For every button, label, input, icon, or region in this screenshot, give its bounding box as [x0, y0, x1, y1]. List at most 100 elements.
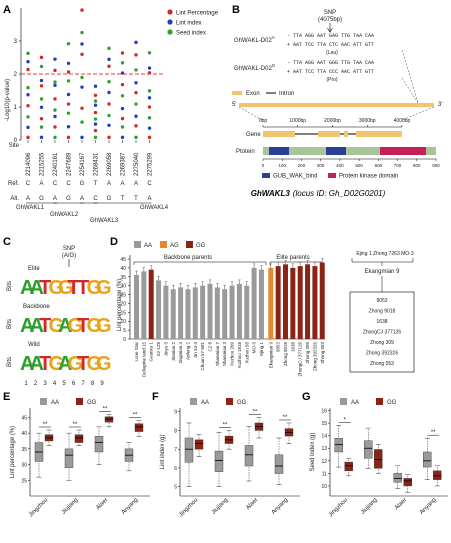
association-point: [134, 81, 138, 85]
boxplot-ytick-label: 12: [321, 459, 327, 465]
snp-arrow-head: [327, 27, 333, 33]
boxplot-category-label: Anyang: [121, 497, 140, 516]
panel-d-xlabels: Lone Star Deltapine land 15 Guanxu 1 52-128…: [134, 342, 325, 378]
association-point: [147, 89, 152, 93]
association-point: [120, 125, 125, 129]
logo-group-wild: Wild: [28, 342, 40, 348]
logo-position-label: 4: [53, 381, 57, 387]
boxplot-category-label: Jingzhou: [178, 497, 199, 518]
boxplot-ytick-label: 9: [174, 410, 177, 416]
association-point: [26, 125, 30, 130]
boxplot-box: [433, 470, 442, 480]
logo-letter: A: [20, 277, 34, 299]
association-point: [53, 114, 57, 119]
aa-tick-label: 900: [432, 163, 440, 168]
allele-a-amino-acid: (Leu): [326, 50, 338, 56]
bp-tick-label: 4000bp: [394, 118, 411, 124]
legend-seed-index-marker: [167, 29, 173, 35]
logo-letter: A: [30, 277, 44, 299]
panel-a-row-alt: Alt.: [10, 196, 19, 202]
exon-3: [344, 131, 348, 137]
logo-position-label: 9: [100, 381, 104, 387]
gub-wak-domain-1: [269, 147, 289, 155]
boxplot-legend-aa-label: AA: [51, 400, 59, 406]
panel-d-bars: [134, 258, 325, 339]
association-point: [80, 75, 84, 80]
lint-bar: [134, 275, 139, 339]
panel-d-xlabel: Zhong 053: [320, 342, 325, 364]
panel-c-snp-alleles: (A/G): [62, 253, 76, 259]
bp-tick-label: 3000bp: [359, 118, 376, 124]
boxplot-box: [364, 440, 373, 459]
boxplot-ytick-label: 7: [174, 447, 177, 453]
logo-position-label: 8: [91, 381, 95, 387]
allele-g-amino-acid: (Pro): [326, 77, 337, 83]
legend-ag-label: AG: [170, 243, 179, 249]
boxplot-ytick-label: 14: [321, 434, 327, 440]
association-point: [93, 117, 98, 121]
bp-tick-label: 1000bp: [289, 118, 306, 124]
site-position-label: 2247689: [67, 152, 73, 176]
association-point: [134, 53, 138, 57]
association-point: [93, 99, 98, 103]
pedigree-cross-lines: [351, 258, 414, 266]
panel-letter-a: A: [3, 4, 11, 16]
panel-a-legend: Lint Percentage Lint index Seed index: [167, 9, 219, 37]
boxplot-ytick-label: 25: [21, 478, 27, 484]
allele-g-name: GhWAKL-D02G: [234, 63, 276, 72]
aa-tick-label: 300: [317, 163, 325, 168]
logo-position-label: 3: [43, 381, 47, 387]
boxplot-ytick-label: 10: [321, 484, 327, 490]
panel-d-xlabel: Xuzhou 58: [244, 342, 249, 364]
panel-letter-b: B: [232, 4, 240, 16]
panel-d-ytick-label: 15: [120, 310, 126, 316]
association-point: [53, 83, 57, 88]
boxplot-ytick-label: 5: [174, 485, 177, 491]
bp-axis-ticks: 0bp 1000bp 2000bp 3000bp 4000bp: [259, 118, 411, 127]
lint-bar: [283, 264, 288, 339]
association-point: [26, 51, 30, 56]
boxplot-box: [403, 478, 412, 487]
gene-group-label: GhWAKL1: [16, 205, 45, 211]
alt-allele: T: [121, 196, 125, 202]
panel-d-xlabel: Lone Star: [134, 342, 139, 362]
association-point: [147, 126, 152, 130]
association-point: [39, 55, 44, 60]
lint-bar: [312, 266, 318, 339]
association-point: [147, 105, 152, 109]
association-point: [93, 93, 98, 97]
ref-allele: C: [53, 181, 58, 187]
association-point: [107, 57, 111, 62]
lint-bar: [244, 285, 250, 339]
allele-a-name: GhWAKL-D02A: [234, 35, 275, 44]
lint-bar: [148, 269, 154, 339]
significance-marker: **: [103, 406, 108, 412]
association-point: [107, 80, 111, 84]
boxplot-box: [94, 436, 104, 453]
lint-bar: [297, 266, 303, 339]
boxplot-box: [274, 454, 284, 474]
boxplot-legend-aa-swatch: [40, 398, 47, 405]
association-point: [26, 59, 30, 64]
snp-position: (4075bp): [318, 17, 342, 23]
boxplot-category-label: Alaer: [245, 497, 259, 511]
panel-c-snp-label: SNP: [63, 246, 75, 252]
protein-backbone: [263, 147, 436, 155]
boxplot-legend-gg-swatch: [76, 398, 83, 405]
association-point: [107, 64, 111, 68]
association-point: [66, 79, 71, 83]
boxplot-category-label: Jiujiang: [360, 497, 379, 516]
boxplot-box: [104, 416, 114, 423]
five-prime-label: 5': [232, 102, 236, 108]
panel-d-xlabel: Shanmian 3: [222, 342, 227, 367]
lint-bar: [214, 287, 220, 339]
gene-group-label: GhWAKL2: [50, 212, 79, 218]
site-position-label: 2275299: [148, 152, 154, 176]
association-point: [107, 46, 111, 51]
zoom-lines: [238, 106, 435, 121]
protein-model: [263, 147, 436, 155]
association-point: [39, 105, 44, 109]
association-point: [93, 103, 98, 107]
aa-tick-label: 0: [262, 163, 265, 168]
panel-d-xlabel: Zhong 9018: [283, 342, 288, 367]
